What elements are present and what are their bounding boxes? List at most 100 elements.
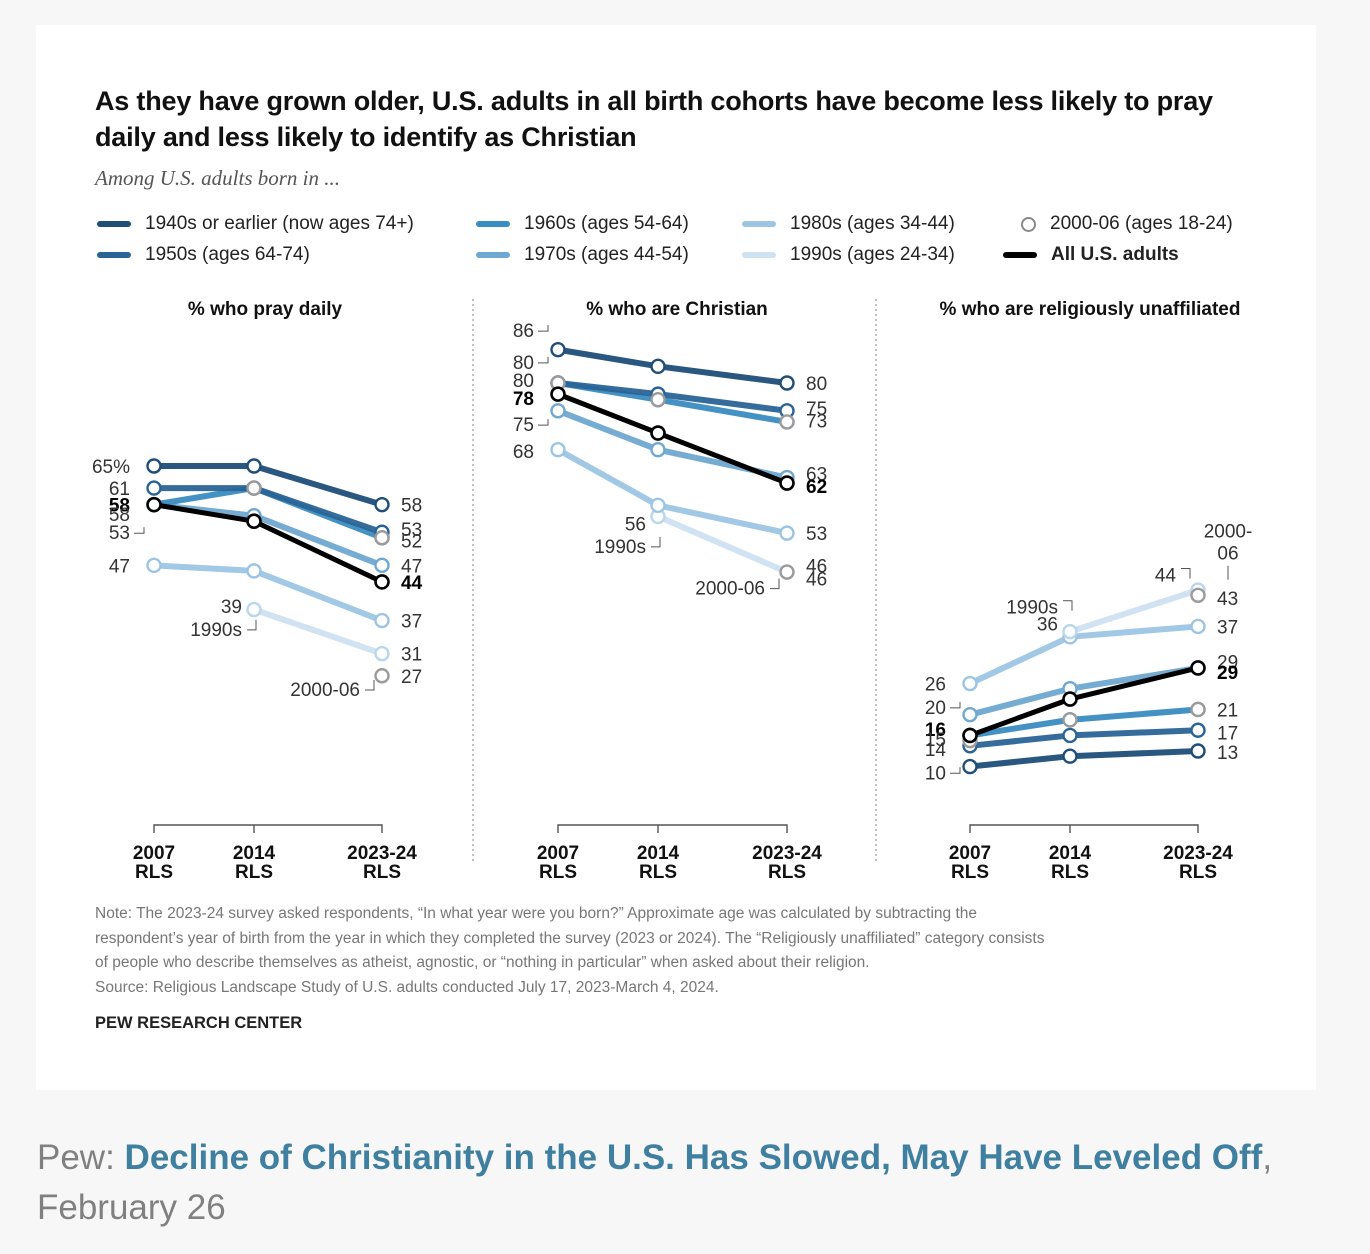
data-label-right: 52 [401, 532, 422, 553]
data-label-right: 63 [806, 465, 827, 486]
legend-swatch [742, 221, 776, 227]
data-point-c1950 [1062, 727, 1078, 744]
panel-title: % who are Christian [586, 299, 768, 320]
x-tick-label: 2014 [637, 843, 680, 864]
x-tick-label: RLS [135, 862, 173, 883]
annotation-label: 1990s [190, 620, 242, 641]
data-label-left: 47 [109, 556, 130, 577]
data-label-left: 26 [925, 675, 946, 696]
data-label-right: 58 [401, 496, 422, 517]
x-axis-bracket [969, 824, 1199, 833]
data-point-c1970 [374, 557, 390, 574]
legend-swatch [476, 252, 510, 258]
series-line-c1940 [967, 748, 1201, 770]
label-leader-line [538, 356, 549, 364]
data-label-left: 10 [925, 763, 946, 784]
data-label-right: 31 [401, 645, 422, 666]
x-tick-label: RLS [768, 862, 806, 883]
data-label-right: 75 [806, 399, 827, 420]
x-tick-label: 2007 [133, 843, 175, 864]
data-point-c1990 [374, 645, 390, 662]
annotation-leader [1181, 568, 1191, 579]
x-tick-label: 2007 [537, 843, 579, 864]
note-line: respondent’s year of birth from the year… [95, 929, 1045, 947]
annotation-leader [365, 680, 375, 691]
legend: 1940s or earlier (now ages 74+) 1950s (a… [95, 213, 1285, 273]
data-point-c1970 [962, 706, 978, 723]
legend-item-1980s: 1980s (ages 34-44) [742, 213, 955, 235]
article-link[interactable]: Decline of Christianity in the U.S. Has … [124, 1138, 1263, 1177]
legend-item-1940s: 1940s or earlier (now ages 74+) [97, 213, 414, 235]
data-point-c2000 [374, 530, 390, 546]
annotation-label: 2000-06 [695, 579, 765, 600]
chart-subtitle: Among U.S. adults born in ... [95, 166, 341, 190]
label-leader-line [950, 767, 961, 774]
x-tick-label: RLS [235, 862, 273, 883]
series-line-c1990 [655, 513, 790, 576]
data-label-left: 14 [925, 740, 947, 761]
caption-date: February 26 [37, 1188, 226, 1227]
panel-title: % who pray daily [188, 299, 343, 320]
data-label-right: 44 [401, 573, 423, 594]
data-point-all [1062, 691, 1078, 707]
legend-item-1990s: 1990s (ages 24-34) [742, 244, 955, 266]
data-label-left: 80 [513, 371, 534, 392]
x-tick-label: 2014 [233, 843, 276, 864]
chart-panels: % who pray daily2007RLS2014RLS2023-24RLS… [92, 299, 1253, 883]
legend-swatch [476, 221, 510, 227]
data-label-left: 16 [925, 720, 946, 741]
data-point-c2000 [374, 668, 390, 684]
data-label-left: 58 [109, 496, 130, 517]
chart-title: As they have grown older, U.S. adults in… [95, 86, 1213, 152]
annotation-label: 44 [1155, 566, 1177, 587]
annotation-leader [770, 578, 780, 590]
legend-swatch [1003, 252, 1037, 258]
annotation-label: 39 [221, 597, 242, 618]
legend-item-2000-06: 2000-06 (ages 18-24) [1019, 213, 1233, 235]
data-point-c1940 [779, 375, 795, 391]
data-label-right: 73 [806, 411, 827, 432]
data-label-right: 37 [1217, 617, 1238, 638]
label-leader-line [134, 527, 145, 534]
caption-prefix: Pew: [37, 1138, 125, 1177]
data-label-left: 75 [513, 415, 534, 436]
data-point-c1940 [146, 458, 162, 474]
panel-title: % who are religiously unaffiliated [940, 299, 1241, 320]
data-point-c1950 [146, 480, 162, 496]
data-point-c1980 [550, 442, 566, 458]
data-label-left: 65% [92, 457, 130, 478]
series-line-c1970 [151, 501, 385, 569]
chart-card: As they have grown older, U.S. adults in… [36, 25, 1316, 1090]
data-point-c2000 [1190, 701, 1206, 718]
data-label-left: 53 [109, 523, 130, 544]
x-tick-label: RLS [951, 862, 989, 883]
annotation-label: 56 [625, 515, 646, 536]
data-label-right: 53 [401, 520, 422, 541]
x-tick-label: 2023-24 [752, 843, 822, 864]
data-label-left: 78 [513, 389, 534, 410]
x-tick-label: RLS [1179, 862, 1217, 883]
annotation-leader [247, 619, 257, 631]
series-line-c1990 [251, 606, 385, 657]
data-point-all [146, 496, 162, 513]
data-label-left: 80 [513, 353, 534, 374]
data-point-c2000 [779, 564, 795, 580]
data-label-left: 20 [925, 698, 946, 719]
data-point-all [550, 386, 566, 402]
series-line-all [967, 665, 1201, 738]
annotation-leader [651, 536, 661, 548]
legend-item-all-adults: All U.S. adults [1003, 244, 1179, 266]
data-point-c2000 [779, 414, 795, 430]
legend-swatch [97, 252, 131, 258]
annotation-label: 2000- [1204, 521, 1253, 542]
label-leader-line [950, 701, 961, 709]
legend-swatch [97, 221, 131, 227]
data-point-c1940 [550, 341, 566, 358]
data-label-right: 29 [1217, 653, 1238, 674]
label-leader-line [538, 325, 549, 332]
data-point-c1940 [1062, 748, 1078, 764]
data-label-right: 53 [806, 524, 827, 545]
series-line-c1990 [1067, 587, 1201, 635]
pew-brand: PEW RESEARCH CENTER [95, 1014, 303, 1032]
data-point-c1940 [246, 458, 262, 474]
